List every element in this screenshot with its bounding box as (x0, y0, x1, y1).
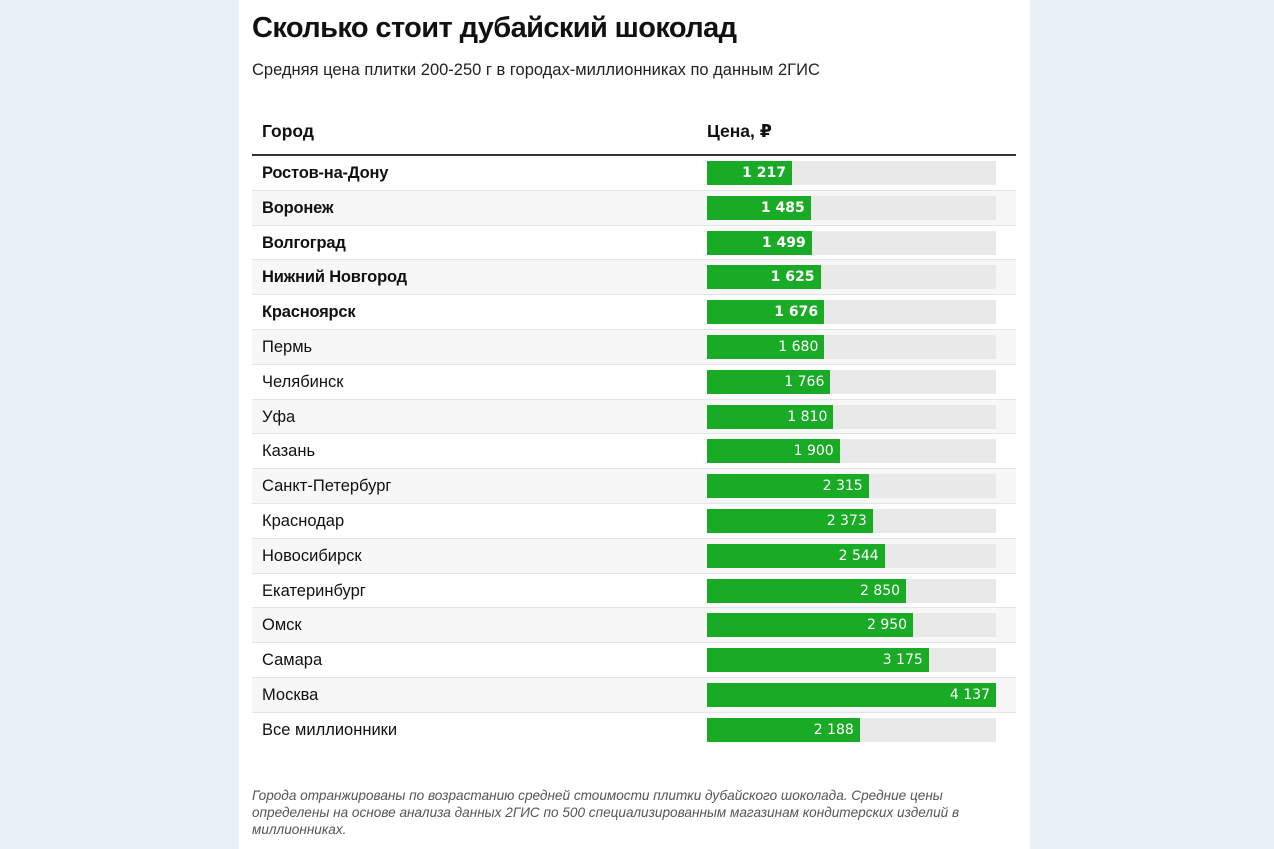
table-header: Город Цена, ₽ (252, 108, 1016, 156)
table-row: Красноярск 1 676 (252, 295, 1016, 330)
table-row: Омск 2 950 (252, 608, 1016, 644)
price-bar: 1 499 (707, 230, 812, 255)
table-row: Челябинск 1 766 (252, 365, 1016, 400)
price-label: 2 188 (813, 721, 854, 738)
price-label: 2 544 (838, 547, 879, 564)
price-label: 2 315 (822, 478, 863, 495)
city-name: Нижний Новгород (262, 268, 407, 287)
city-name: Казань (262, 442, 316, 461)
city-name: Санкт-Петербург (262, 477, 392, 496)
table-row: Краснодар 2 373 (252, 504, 1016, 539)
bar-track: 1 499 (707, 230, 996, 255)
city-name: Краснодар (262, 511, 345, 530)
price-bar: 3 175 (707, 648, 929, 673)
table-row: Воронеж 1 485 (252, 190, 1016, 226)
city-name: Ростов-на-Дону (262, 164, 389, 182)
footnote: Города отранжированы по возрастанию сред… (252, 788, 960, 837)
table-row: Нижний Новгород 1 625 (252, 260, 1016, 296)
price-bar: 2 544 (707, 543, 885, 568)
table-body: Ростов-на-Дону 1 217 Воронеж 1 485 Волгоград… (252, 156, 1016, 748)
price-bar: 2 373 (707, 508, 873, 533)
price-label: 3 175 (882, 652, 923, 669)
price-label: 1 810 (787, 408, 828, 425)
table-row: Санкт-Петербург 2 315 (252, 469, 1016, 504)
bar-track: 1 810 (707, 404, 996, 429)
price-bar: 2 850 (707, 578, 907, 603)
table-row: Самара 3 175 (252, 643, 1016, 678)
table-row: Ростов-на-Дону 1 217 (252, 156, 1016, 191)
price-bar: 1 485 (707, 195, 811, 220)
price-bar: 2 950 (707, 613, 914, 638)
price-label: 1 766 (784, 373, 825, 390)
bar-track: 2 950 (707, 613, 996, 638)
column-header-price: Цена, ₽ (707, 121, 772, 141)
chart-card: Сколько стоит дубайский шоколад Средняя … (239, 0, 1030, 849)
price-label: 1 217 (742, 165, 786, 181)
chart-title: Сколько стоит дубайский шоколад (252, 12, 737, 44)
bar-track: 2 544 (707, 543, 996, 568)
bar-track: 2 850 (707, 578, 996, 603)
city-name: Челябинск (262, 372, 344, 391)
price-bar: 2 188 (707, 717, 860, 742)
table-row: Казань 1 900 (252, 434, 1016, 470)
price-bar: 1 900 (707, 439, 840, 464)
bar-track: 1 485 (707, 195, 996, 220)
price-label: 1 900 (793, 443, 834, 460)
price-bar: 2 315 (707, 474, 869, 499)
price-bar: 4 137 (707, 682, 996, 707)
table-row: Волгоград 1 499 (252, 226, 1016, 261)
city-name: Все миллионники (262, 720, 398, 739)
bar-track: 1 766 (707, 369, 996, 394)
price-label: 1 676 (774, 304, 819, 321)
bar-track: 2 373 (707, 508, 996, 533)
table-row: Екатеринбург 2 850 (252, 574, 1016, 609)
bar-track: 1 680 (707, 334, 996, 359)
city-name: Пермь (262, 337, 313, 356)
price-bar: 1 676 (707, 300, 825, 325)
city-name: Уфа (262, 407, 296, 426)
city-name: Воронеж (262, 198, 334, 217)
bar-track: 2 315 (707, 474, 996, 499)
bar-track: 1 625 (707, 265, 996, 290)
bar-track: 2 188 (707, 717, 996, 742)
chart-subtitle: Средняя цена плитки 200-250 г в городах-… (252, 61, 820, 79)
city-name: Волгоград (262, 233, 346, 252)
city-name: Омск (262, 616, 302, 635)
city-name: Самара (262, 651, 323, 670)
city-name: Москва (262, 685, 319, 704)
city-name: Красноярск (262, 303, 356, 322)
city-name: Новосибирск (262, 546, 362, 565)
price-bar: 1 766 (707, 369, 831, 394)
bar-track: 1 217 (707, 161, 996, 185)
price-bar: 1 680 (707, 334, 825, 359)
bar-track: 3 175 (707, 648, 996, 673)
bar-track: 1 900 (707, 439, 996, 464)
price-label: 4 137 (949, 686, 990, 703)
price-label: 1 485 (760, 199, 805, 216)
price-label: 1 625 (770, 269, 815, 286)
column-header-city: Город (262, 121, 314, 141)
table-row: Уфа 1 810 (252, 399, 1016, 435)
city-name: Екатеринбург (262, 581, 366, 600)
price-label: 2 950 (867, 617, 908, 634)
price-label: 1 499 (761, 234, 806, 251)
price-label: 2 850 (860, 582, 901, 599)
price-label: 1 680 (778, 338, 819, 355)
table-row: Москва 4 137 (252, 677, 1016, 713)
table-row: Пермь 1 680 (252, 329, 1016, 365)
bar-track: 1 676 (707, 300, 996, 325)
price-table: Город Цена, ₽ Ростов-на-Дону 1 217 Воронеж… (252, 108, 1016, 748)
table-row: Новосибирск 2 544 (252, 538, 1016, 574)
table-row: Все миллионники 2 188 (252, 713, 1016, 748)
price-bar: 1 625 (707, 265, 821, 290)
price-bar: 1 217 (707, 161, 792, 185)
bar-track: 4 137 (707, 682, 996, 707)
price-label: 2 373 (826, 512, 867, 529)
price-bar: 1 810 (707, 404, 834, 429)
